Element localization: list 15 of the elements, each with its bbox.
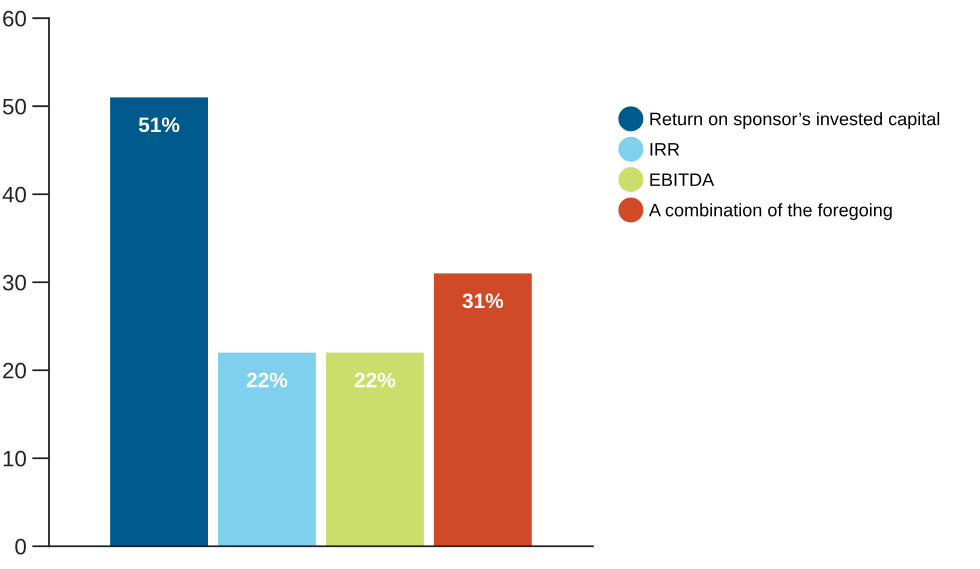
- legend-label: IRR: [650, 143, 680, 156]
- legend-label: EBITDA: [650, 173, 714, 186]
- legend-label: A combination of the foregoing: [648, 203, 892, 220]
- y-tick-label: 30: [2, 274, 26, 290]
- data-label: 51%: [138, 117, 180, 132]
- y-tick-label: 60: [3, 10, 26, 26]
- data-label: 22%: [354, 372, 396, 388]
- legend-label: Return on sponsor’s invested capital: [650, 112, 940, 129]
- y-tick-label: 20: [3, 362, 26, 378]
- y-tick-label: 50: [2, 98, 26, 114]
- data-label: 31%: [462, 293, 504, 308]
- y-tick-label: 40: [2, 186, 26, 202]
- data-label: 22%: [246, 372, 288, 388]
- y-tick-label: 10: [4, 450, 26, 467]
- y-tick-label: 0: [15, 538, 26, 555]
